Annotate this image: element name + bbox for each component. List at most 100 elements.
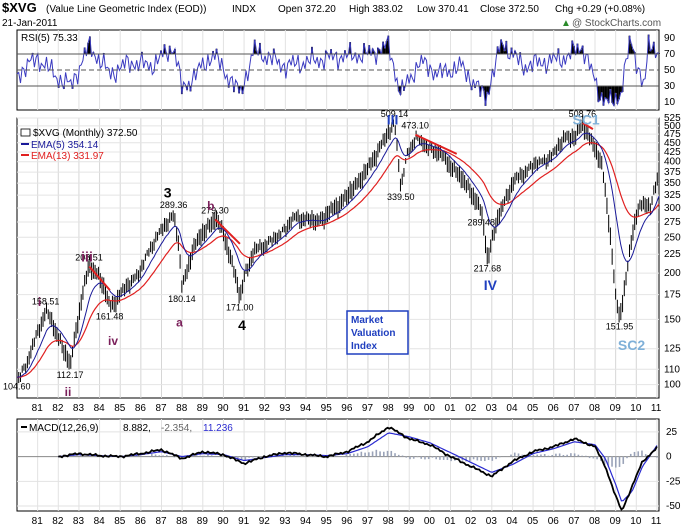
x-tick-label: 07 (568, 516, 580, 527)
macd-tick-label: 25 (666, 427, 678, 438)
x-tick-label: 09 (610, 516, 622, 527)
price-tick-label: 100 (664, 380, 681, 391)
wave-label: b (207, 199, 214, 213)
x-tick-label: 91 (238, 403, 250, 414)
price-panel: 104.60 158.51 112.17 208.51 161.48 289.36 180.… (3, 109, 681, 399)
rsi-tick-label: 10 (664, 97, 676, 108)
x-tick-label: 93 (279, 516, 291, 527)
price-tick-label: 150 (664, 314, 681, 325)
macd-legend-value: 8.882, (123, 423, 151, 434)
wave-label: i (38, 295, 41, 309)
price-annotation: 104.60 (3, 381, 31, 391)
x-tick-label: 83 (73, 403, 85, 414)
price-tick-label: 450 (664, 138, 681, 149)
box-line-1: Market (351, 315, 384, 326)
price-legend: $XVG (Monthly) 372.50 EMA(5) 354.14 EMA(… (20, 128, 138, 162)
x-tick-label: 85 (114, 403, 126, 414)
x-tick-label: 11 (651, 403, 662, 414)
change-up-arrow: ▲ (561, 18, 571, 29)
rsi-tick-label: 50 (664, 65, 676, 76)
wave-label: iv (108, 334, 118, 348)
trendlines (88, 122, 594, 291)
price-tick-label: 175 (664, 290, 681, 301)
x-tick-label: 90 (217, 516, 229, 527)
x-tick-label: 84 (94, 516, 106, 527)
wave-label: 3 (164, 185, 172, 201)
index-name: (Value Line Geometric Index (EOD)) (46, 4, 206, 15)
x-tick-label: 07 (568, 403, 580, 414)
x-tick-label: 06 (548, 516, 560, 527)
macd-line (58, 426, 658, 511)
wave-label: SC2 (618, 337, 645, 353)
macd-legend-label: MACD(12,26,9) (29, 423, 98, 434)
x-tick-label: 86 (135, 516, 147, 527)
open-value: Open 372.20 (278, 4, 336, 15)
signal-line (58, 432, 658, 502)
x-tick-label: 91 (238, 516, 250, 527)
x-tick-label: 97 (362, 403, 374, 414)
price-tick-label: 110 (664, 364, 680, 375)
trend-line (414, 133, 458, 155)
x-tick-label: 98 (383, 516, 395, 527)
price-tick-label: 475 (664, 129, 681, 140)
price-tick-label: 525 (664, 113, 681, 124)
x-tick-label: 81 (32, 516, 44, 527)
x-tick-label: 82 (52, 403, 64, 414)
stockcharts-watermark: @ StockCharts.com (572, 18, 661, 29)
macd-tick-label: -50 (666, 501, 681, 512)
x-tick-label: 02 (465, 516, 477, 527)
price-annotation: 279.30 (201, 205, 229, 215)
x-tick-label: 06 (548, 403, 560, 414)
ema5-line (16, 132, 660, 378)
macd-y-ticks: 25 0 -25 -50 (666, 427, 681, 512)
market-valuation-frame (346, 310, 409, 355)
price-tick-label: 275 (664, 217, 681, 228)
trend-line (88, 265, 111, 291)
price-legend-series: $XVG (Monthly) 372.50 (33, 128, 138, 139)
price-tick-label: 325 (664, 190, 681, 201)
price-annotation: 508.76 (569, 109, 597, 119)
price-tick-label: 500 (664, 121, 681, 132)
macd-tick-label: -25 (666, 476, 681, 487)
price-annotation: 161.48 (96, 312, 124, 322)
price-annotation: 112.17 (57, 370, 84, 380)
macd-legend-signal: 11.236 (203, 423, 233, 434)
low-value: Low 370.41 (417, 4, 469, 15)
x-tick-label: 03 (486, 403, 498, 414)
price-annotations: 104.60 158.51 112.17 208.51 161.48 289.36 180.… (3, 109, 633, 391)
price-annotation: 339.50 (387, 192, 415, 202)
macd-legend: MACD(12,26,9) 8.882, -2.354, 11.236 (21, 423, 233, 434)
x-tick-label: 87 (156, 403, 168, 414)
wave-label: III (387, 112, 399, 128)
x-tick-label: 99 (403, 403, 415, 414)
x-tick-label: 03 (486, 516, 498, 527)
price-annotation: 158.51 (32, 297, 60, 307)
ema5-legend: EMA(5) 354.14 (31, 140, 99, 151)
price-annotation: 151.95 (606, 321, 634, 331)
price-tick-label: 425 (664, 147, 681, 158)
chart-header: $XVG (Value Line Geometric Index (EOD)) … (2, 0, 661, 29)
price-grid (17, 117, 659, 398)
x-tick-label: 92 (259, 403, 271, 414)
trend-line (582, 122, 594, 130)
price-tick-label: 225 (664, 249, 681, 260)
price-annotation: 289.36 (160, 200, 188, 210)
trend-line (214, 218, 241, 245)
x-axis-mid: 81 82 83 84 85 86 87 88 89 90 91 92 93 94 95 96 97 98 99 00… (32, 403, 662, 414)
x-tick-label: 94 (300, 403, 312, 414)
x-tick-label: 85 (114, 516, 126, 527)
price-tick-label: 375 (664, 167, 681, 178)
price-tick-label: 300 (664, 203, 681, 214)
x-tick-label: 11 (651, 516, 662, 527)
x-axis-bottom: 81 82 83 84 85 86 87 88 89 90 91 92 93 94 95 96 97 98 99 00… (32, 516, 662, 527)
box-line-2: Valuation (351, 328, 395, 339)
x-tick-label: 84 (94, 403, 106, 414)
price-tick-label: 125 (664, 344, 681, 355)
rsi-tick-label: 90 (664, 33, 676, 44)
x-tick-label: 93 (279, 403, 291, 414)
price-tick-label: 350 (664, 178, 681, 189)
x-tick-label: 89 (197, 403, 209, 414)
x-tick-label: 96 (341, 403, 353, 414)
symbol-title: $XVG (2, 0, 37, 15)
